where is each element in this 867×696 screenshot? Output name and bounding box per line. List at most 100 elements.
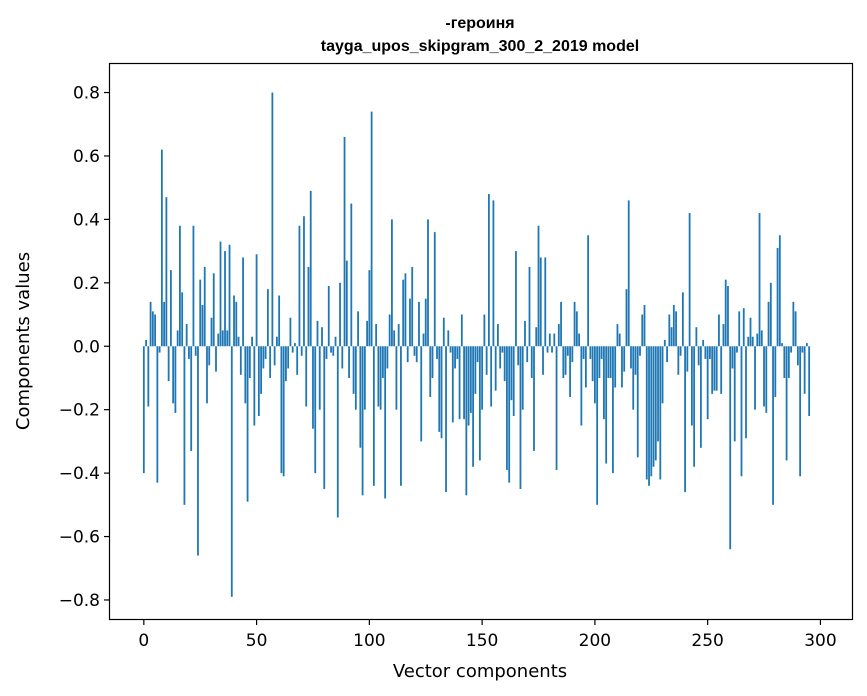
bar-274 [760, 330, 763, 347]
bar-188 [566, 346, 569, 356]
bar-220 [639, 346, 641, 356]
bar-134 [445, 346, 447, 493]
x-axis-label: Vector components [393, 661, 567, 682]
bar-128 [431, 346, 434, 378]
bar-73 [307, 266, 310, 347]
bar-160 [503, 346, 506, 382]
x-tick-label: 100 [353, 631, 385, 651]
bar-51 [257, 346, 260, 417]
bar-185 [560, 301, 562, 347]
bar-53 [262, 346, 265, 369]
bar-105 [379, 346, 382, 410]
bar-78 [318, 346, 321, 410]
bar-249 [704, 346, 707, 359]
bar-184 [557, 324, 560, 347]
bar-145 [469, 346, 472, 413]
bar-268 [747, 336, 750, 347]
bar-293 [803, 346, 806, 394]
y-tick-label: −0.2 [59, 401, 100, 421]
bar-203 [600, 346, 603, 359]
bar-49 [253, 346, 256, 426]
bar-267 [745, 346, 747, 439]
bar-147 [474, 346, 477, 394]
bar-67 [294, 343, 296, 347]
bar-256 [720, 346, 723, 394]
bar-201 [596, 346, 599, 505]
bar-238 [679, 346, 682, 356]
bar-59 [275, 336, 278, 347]
bar-285 [785, 346, 788, 461]
bar-165 [515, 251, 517, 347]
bar-125 [424, 298, 427, 347]
bar-254 [715, 346, 718, 391]
bar-21 [190, 346, 193, 451]
bar-15 [176, 330, 179, 347]
bar-206 [607, 346, 610, 378]
bars-layer [142, 92, 811, 597]
bar-22 [192, 225, 195, 347]
bar-264 [738, 311, 741, 347]
bar-36 [224, 251, 226, 347]
bar-93 [352, 346, 355, 394]
ticks-layer: 0 50 100 150 200 250 300 −0.8 −0.6 −0.4 −0.2 0.0 0.2… [59, 84, 837, 651]
bar-164 [512, 346, 515, 417]
bar-280 [774, 346, 777, 397]
bar-158 [499, 346, 502, 369]
bar-289 [794, 311, 797, 347]
bar-81 [325, 346, 328, 359]
bar-239 [681, 292, 684, 347]
bar-240 [684, 346, 686, 493]
bar-18 [183, 346, 186, 505]
bar-251 [709, 346, 711, 359]
bar-33 [217, 333, 220, 347]
bar-71 [303, 216, 305, 347]
bar-257 [722, 324, 725, 347]
bar-120 [413, 346, 416, 356]
bar-265 [740, 346, 743, 477]
bar-242 [688, 213, 691, 347]
bar-87 [339, 282, 341, 347]
bar-146 [472, 346, 474, 467]
bar-126 [427, 219, 429, 347]
bar-179 [546, 346, 549, 353]
bar-98 [363, 346, 366, 410]
bar-139 [456, 346, 459, 359]
bar-43 [239, 346, 242, 375]
bar-65 [289, 317, 292, 347]
bar-114 [400, 346, 402, 486]
bar-218 [634, 346, 637, 375]
bar-32 [215, 346, 217, 372]
x-tick-label: 300 [804, 631, 836, 651]
bar-29 [208, 346, 211, 366]
bar-166 [517, 346, 520, 366]
bar-226 [652, 346, 655, 467]
bar-57 [271, 92, 274, 347]
bar-27 [203, 266, 206, 347]
bar-55 [266, 289, 269, 347]
bar-182 [553, 333, 556, 347]
y-tick-label: 0.4 [73, 210, 100, 230]
bar-186 [562, 346, 565, 378]
bar-2 [147, 346, 150, 407]
bar-210 [616, 324, 619, 347]
bar-74 [309, 190, 312, 347]
bar-279 [772, 346, 774, 505]
bar-64 [287, 346, 290, 369]
x-tick-label: 0 [138, 631, 149, 651]
bar-129 [433, 232, 436, 347]
bar-86 [336, 346, 339, 518]
bar-89 [343, 136, 346, 347]
bar-13 [172, 346, 175, 404]
bar-118 [409, 298, 411, 347]
bar-109 [388, 314, 391, 347]
bar-227 [654, 346, 657, 461]
bar-76 [314, 346, 317, 474]
bar-247 [699, 346, 702, 448]
bar-77 [316, 320, 319, 347]
bar-200 [593, 346, 596, 404]
bar-50 [255, 254, 258, 347]
bar-119 [411, 266, 414, 347]
bar-244 [693, 346, 696, 467]
